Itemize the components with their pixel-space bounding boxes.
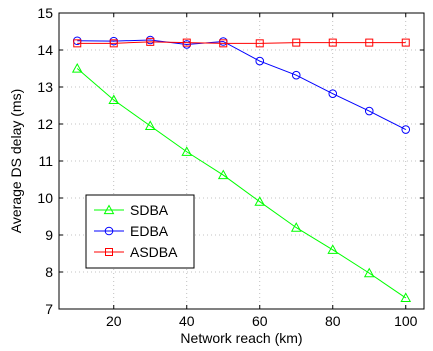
data-point-asdba bbox=[182, 38, 191, 47]
legend-marker-sdba bbox=[103, 204, 115, 215]
y-tick-label: 10 bbox=[37, 190, 53, 206]
data-point-sdba bbox=[217, 169, 229, 180]
data-point-sdba bbox=[327, 244, 339, 254]
series-line-edba bbox=[77, 39, 406, 130]
y-tick-label: 14 bbox=[37, 42, 53, 58]
data-point-asdba bbox=[255, 39, 264, 48]
x-tick-label: 40 bbox=[179, 313, 195, 329]
y-tick-label: 11 bbox=[38, 153, 53, 169]
data-point-sdba bbox=[290, 222, 302, 232]
series-layer bbox=[71, 35, 412, 302]
series-line-sdba bbox=[76, 68, 407, 299]
y-tick-label: 12 bbox=[37, 116, 53, 132]
data-point-asdba bbox=[328, 38, 337, 47]
legend-label-sdba: SDBA bbox=[130, 202, 169, 218]
y-tick-label: 9 bbox=[45, 227, 53, 243]
data-point-edba bbox=[291, 70, 301, 80]
data-point-sdba bbox=[400, 292, 412, 302]
legend: SDBA EDBA ASDBA bbox=[85, 194, 195, 269]
y-tick-label: 7 bbox=[45, 301, 53, 317]
legend-marker-edba bbox=[104, 226, 114, 236]
data-point-sdba bbox=[144, 120, 156, 130]
axis-ticks: 20 40 60 80 100 7 8 9 10 11 12 13 14 15 bbox=[37, 5, 424, 329]
data-point-edba bbox=[255, 56, 265, 66]
series-line-asdba bbox=[77, 41, 406, 44]
data-point-asdba bbox=[73, 39, 82, 48]
y-tick-label: 13 bbox=[37, 79, 53, 95]
x-axis-label: Network reach (km) bbox=[180, 330, 302, 346]
data-point-asdba bbox=[109, 39, 118, 48]
x-tick-label: 60 bbox=[252, 313, 268, 329]
data-point-edba bbox=[328, 89, 338, 98]
legend-label-edba: EDBA bbox=[130, 223, 169, 239]
x-tick-label: 20 bbox=[106, 313, 122, 329]
y-tick-label: 15 bbox=[37, 5, 53, 21]
data-point-sdba bbox=[181, 146, 193, 156]
series-edba bbox=[72, 35, 411, 134]
data-point-sdba bbox=[108, 94, 120, 105]
data-point-asdba bbox=[146, 37, 155, 46]
series-sdba bbox=[71, 62, 412, 302]
x-tick-label: 80 bbox=[325, 313, 341, 329]
data-point-asdba bbox=[365, 38, 374, 47]
y-axis-label: Average DS delay (ms) bbox=[8, 89, 24, 233]
data-point-asdba bbox=[401, 38, 410, 47]
data-point-sdba bbox=[363, 267, 375, 278]
y-tick-label: 8 bbox=[45, 264, 53, 280]
series-asdba bbox=[73, 37, 410, 48]
legend-label-asdba: ASDBA bbox=[130, 244, 178, 260]
data-point-asdba bbox=[219, 39, 228, 48]
data-point-sdba bbox=[71, 62, 83, 73]
data-point-asdba bbox=[292, 38, 301, 47]
data-point-edba bbox=[401, 125, 411, 134]
data-point-sdba bbox=[254, 196, 266, 206]
data-point-edba bbox=[364, 106, 374, 116]
x-tick-label: 100 bbox=[394, 313, 418, 329]
legend-marker-asdba bbox=[105, 248, 113, 256]
